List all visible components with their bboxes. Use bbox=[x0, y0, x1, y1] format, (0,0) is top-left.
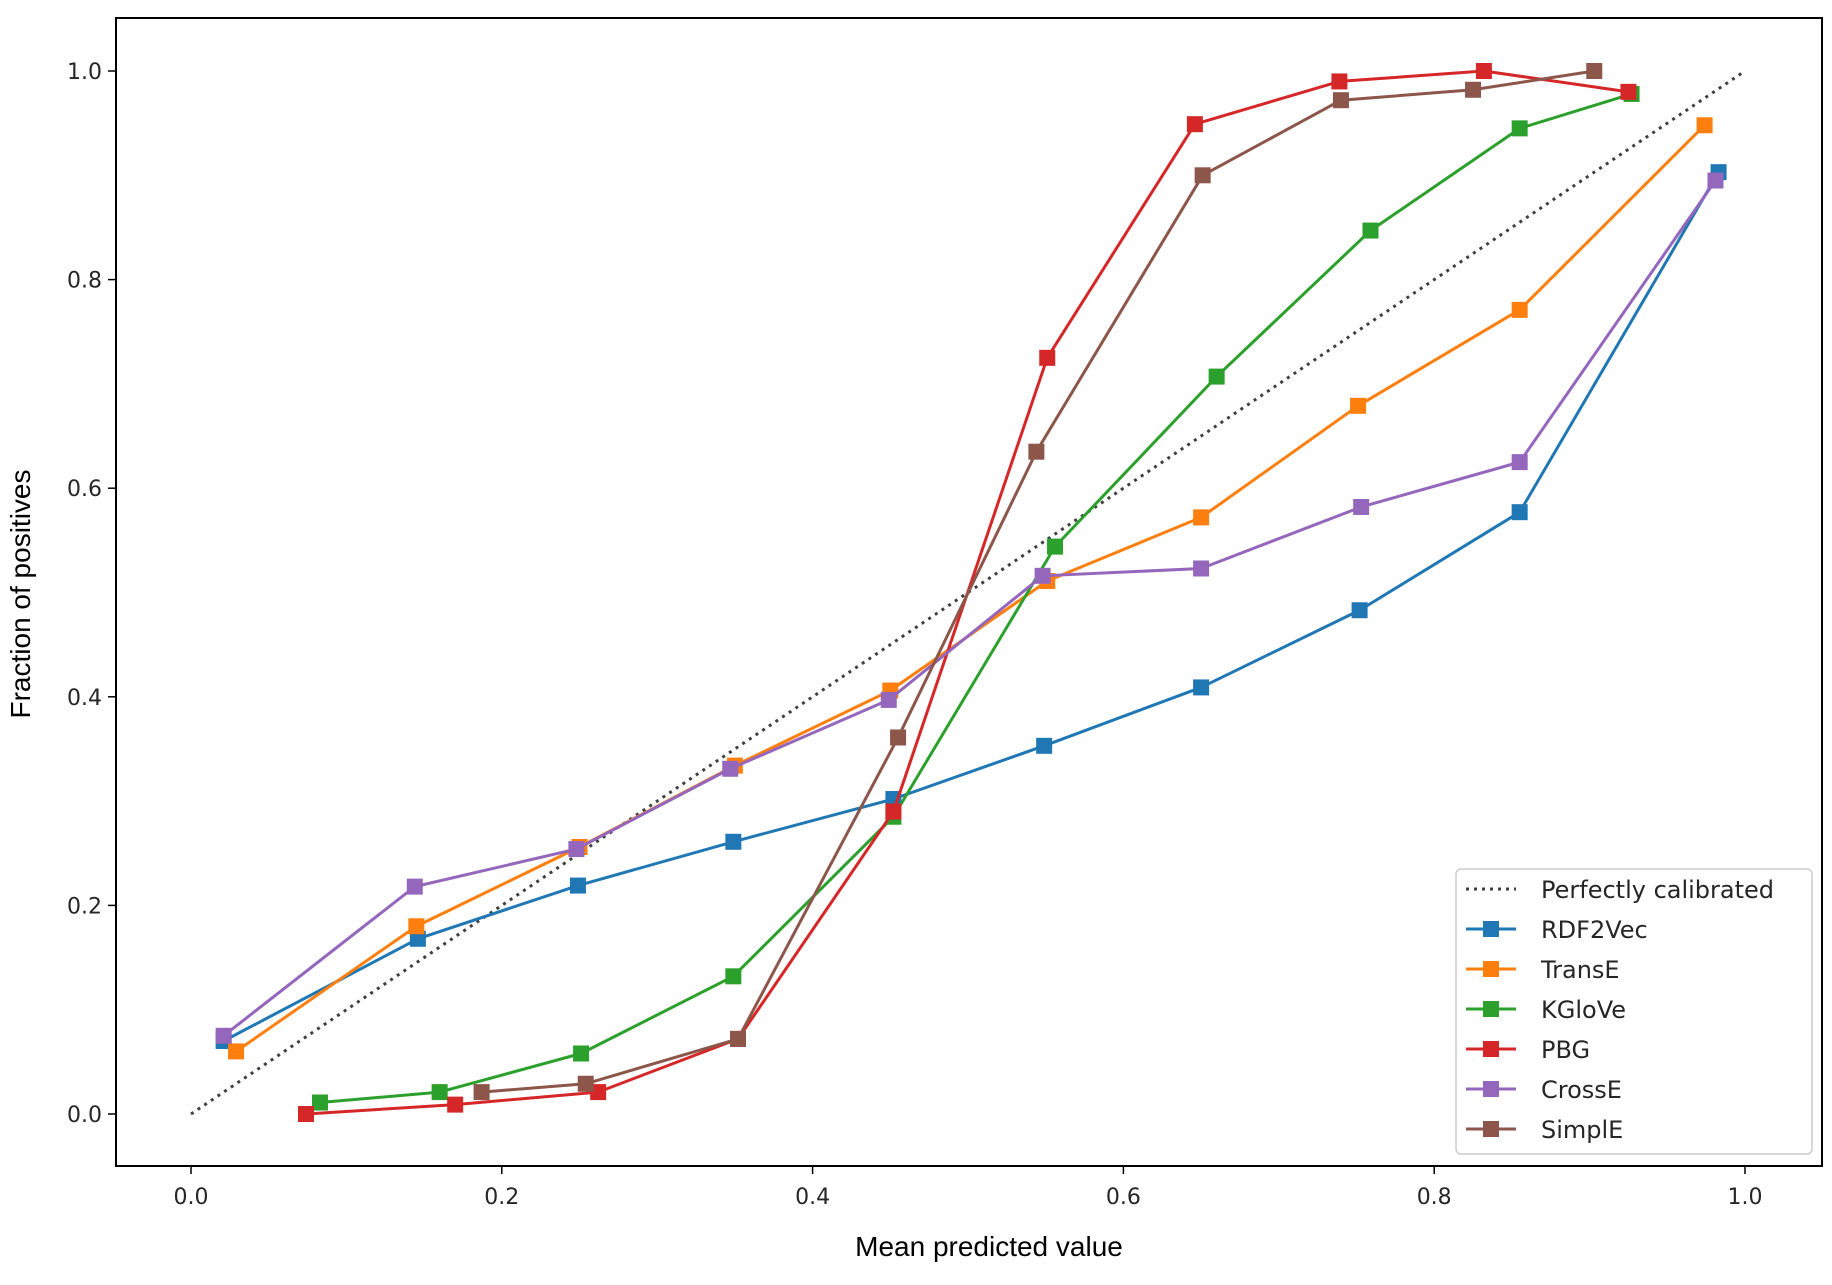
data-point-pbg bbox=[590, 1084, 607, 1101]
legend-item-perfectly-calibrated: Perfectly calibrated bbox=[1466, 876, 1774, 904]
legend-marker bbox=[1483, 1121, 1499, 1137]
x-tick-label: 0.6 bbox=[1106, 1185, 1141, 1210]
legend-marker bbox=[1483, 921, 1499, 937]
y-tick-label: 0.0 bbox=[67, 1103, 102, 1128]
y-tick-label: 0.8 bbox=[67, 269, 102, 294]
y-axis-label: Fraction of positives bbox=[5, 470, 36, 719]
series-line-kglove bbox=[319, 92, 1632, 1105]
data-point-kglove bbox=[1362, 222, 1379, 239]
data-point-rdf2vec bbox=[409, 930, 426, 947]
data-point-pbg bbox=[885, 803, 902, 820]
data-point-pbg bbox=[1331, 73, 1348, 90]
y-tick-label: 0.6 bbox=[67, 477, 102, 502]
data-point-kglove bbox=[1047, 538, 1064, 555]
plot-area: 0.0 0.0 0.2 0.2 0.4 0.4 0.6 0.6 0.8 0.8 1.0 1.0 bbox=[67, 17, 1823, 1210]
legend-box bbox=[1455, 868, 1813, 1155]
legend-marker bbox=[1483, 961, 1499, 977]
data-point-crosse bbox=[1511, 454, 1528, 471]
legend-item-pbg: PBG bbox=[1466, 1036, 1590, 1064]
data-point-simple bbox=[1586, 63, 1603, 79]
data-point-pbg bbox=[1039, 349, 1056, 366]
data-point-pbg bbox=[1186, 116, 1203, 133]
legend-label: KGloVe bbox=[1541, 996, 1626, 1024]
data-point-transe bbox=[228, 1043, 245, 1060]
y-tick-label: 0.4 bbox=[67, 686, 102, 711]
x-tick-label: 0.4 bbox=[795, 1185, 830, 1210]
legend-label: TransE bbox=[1540, 956, 1620, 984]
y-tick-label: 1.0 bbox=[67, 60, 102, 85]
data-point-simple bbox=[577, 1075, 594, 1092]
data-point-pbg bbox=[447, 1096, 464, 1113]
data-point-kglove bbox=[1511, 120, 1528, 137]
data-point-rdf2vec bbox=[1193, 679, 1210, 696]
legend-marker bbox=[1483, 1001, 1499, 1017]
legend-label: CrossE bbox=[1541, 1076, 1622, 1104]
data-point-pbg bbox=[1620, 83, 1637, 100]
data-point-pbg bbox=[1475, 63, 1492, 79]
data-point-pbg bbox=[297, 1106, 314, 1122]
x-tick-label: 0.8 bbox=[1417, 1185, 1452, 1210]
x-tick-label: 0.0 bbox=[174, 1185, 209, 1210]
plot-frame bbox=[115, 17, 1823, 1167]
series-crosse bbox=[215, 172, 1724, 1044]
series-line-pbg bbox=[305, 69, 1629, 1116]
series-line-crosse bbox=[222, 179, 1717, 1037]
x-tick-label: 0.2 bbox=[484, 1185, 519, 1210]
legend-label: SimplE bbox=[1541, 1116, 1623, 1144]
data-point-rdf2vec bbox=[1351, 602, 1368, 619]
data-point-simple bbox=[473, 1084, 490, 1101]
legend-label: Perfectly calibrated bbox=[1541, 876, 1774, 904]
data-point-simple bbox=[1332, 92, 1349, 109]
legend-item-transe: TransE bbox=[1466, 956, 1620, 984]
y-tick-label: 0.2 bbox=[67, 894, 102, 919]
data-point-crosse bbox=[568, 841, 585, 858]
data-point-rdf2vec bbox=[1036, 737, 1053, 754]
data-point-transe bbox=[1696, 117, 1713, 134]
legend-label: PBG bbox=[1541, 1036, 1590, 1064]
data-point-transe bbox=[1350, 397, 1367, 414]
data-point-crosse bbox=[406, 878, 423, 895]
legend-label: RDF2Vec bbox=[1541, 916, 1648, 944]
series-simple bbox=[473, 63, 1603, 1101]
data-point-crosse bbox=[1034, 567, 1051, 584]
legend: Perfectly calibrated RDF2Vec TransE KGloVe P… bbox=[1455, 868, 1813, 1155]
data-point-simple bbox=[730, 1030, 747, 1047]
data-point-rdf2vec bbox=[569, 877, 586, 894]
data-point-crosse bbox=[1707, 172, 1724, 189]
legend-item-kglove: KGloVe bbox=[1466, 996, 1626, 1024]
legend-marker bbox=[1483, 1081, 1499, 1097]
data-point-kglove bbox=[431, 1084, 448, 1101]
data-point-simple bbox=[1028, 443, 1045, 460]
legend-item-simple: SimplE bbox=[1466, 1116, 1623, 1144]
series-line-rdf2vec bbox=[222, 171, 1720, 1043]
legend-marker bbox=[1483, 1041, 1499, 1057]
data-point-transe bbox=[408, 918, 425, 935]
data-point-transe bbox=[1511, 301, 1528, 318]
data-point-rdf2vec bbox=[725, 833, 742, 850]
x-tick-label: 1.0 bbox=[1728, 1185, 1763, 1210]
data-point-simple bbox=[1194, 167, 1211, 184]
data-point-kglove bbox=[311, 1094, 328, 1111]
legend-item-rdf2vec: RDF2Vec bbox=[1466, 916, 1648, 944]
x-axis-label: Mean predicted value bbox=[855, 1231, 1123, 1262]
data-point-crosse bbox=[722, 760, 739, 777]
data-point-kglove bbox=[725, 968, 742, 985]
data-point-simple bbox=[1465, 81, 1482, 98]
data-point-crosse bbox=[215, 1027, 232, 1044]
data-point-kglove bbox=[1208, 368, 1225, 385]
legend-item-crosse: CrossE bbox=[1466, 1076, 1622, 1104]
data-point-transe bbox=[1193, 509, 1210, 526]
data-point-kglove bbox=[573, 1045, 590, 1062]
data-point-rdf2vec bbox=[1511, 504, 1528, 521]
data-point-crosse bbox=[1193, 560, 1210, 577]
series-kglove bbox=[311, 85, 1640, 1111]
data-point-crosse bbox=[880, 691, 897, 708]
data-point-crosse bbox=[1353, 498, 1370, 515]
data-point-simple bbox=[890, 729, 907, 746]
